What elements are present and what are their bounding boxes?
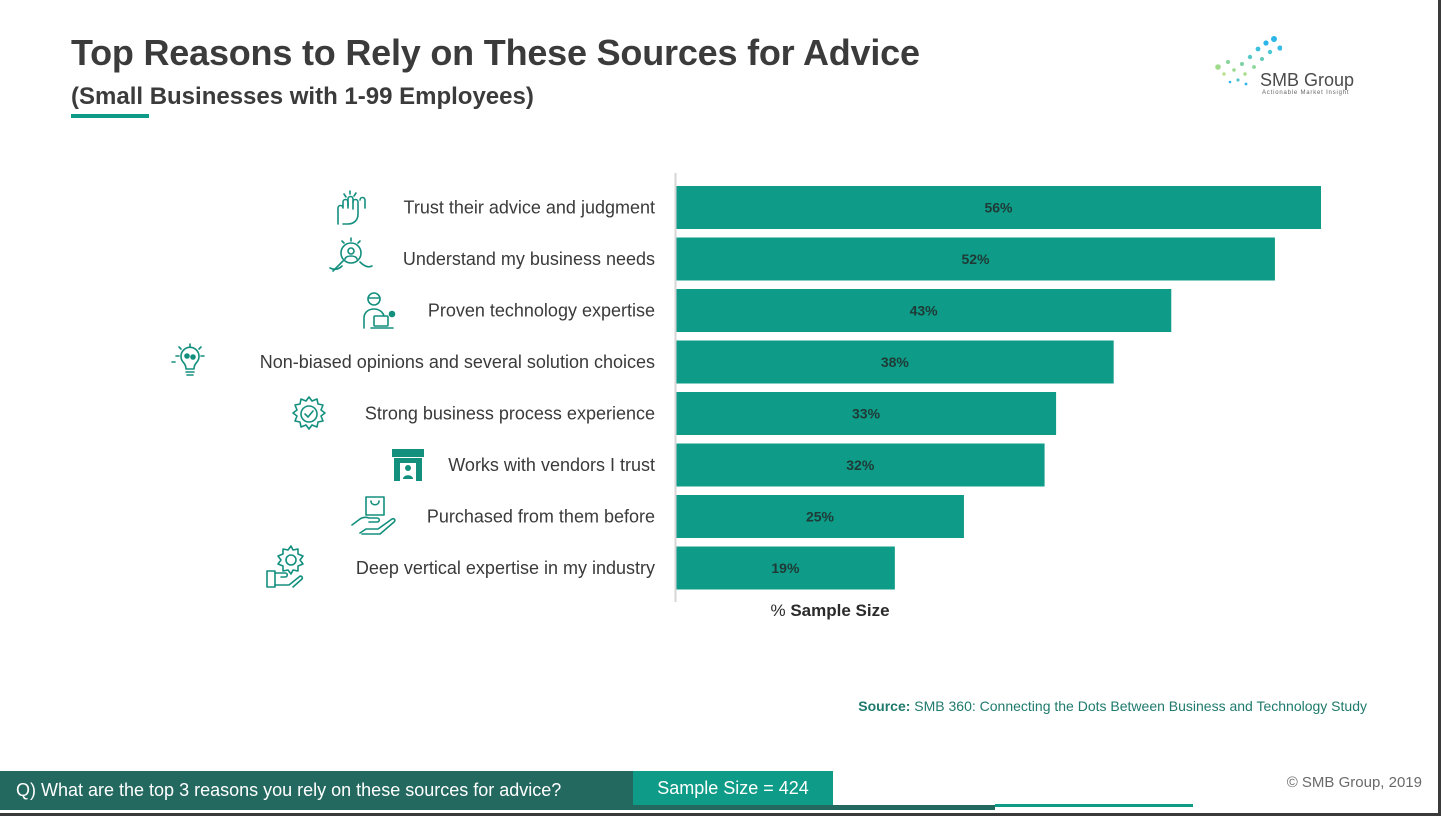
bar-value-label: 38%	[881, 354, 910, 370]
bar-1	[676, 186, 1321, 229]
category-label: Understand my business needs	[403, 249, 655, 269]
bottom-frame-edge	[0, 813, 1441, 816]
bar-chart: 56% Trust their advice and judgment 52% Und…	[171, 173, 1321, 602]
sample-size-banner: Sample Size = 424	[633, 771, 833, 805]
logo-name: SMB Group	[1260, 70, 1355, 90]
right-frame-edge	[1438, 0, 1441, 816]
bar-value-label: 52%	[961, 251, 990, 267]
dots-logo-icon	[1215, 36, 1282, 86]
high-five-icon	[337, 190, 366, 225]
bar-value-label: 33%	[852, 406, 881, 422]
bar-6	[676, 443, 1045, 487]
tech-expert-icon	[363, 292, 396, 329]
purchase-hand-icon	[351, 496, 396, 535]
page-subtitle: (Small Businesses with 1-99 Employees)	[71, 83, 534, 110]
bar-8	[676, 546, 895, 590]
bar-value-label: 19%	[771, 560, 800, 576]
source-note: Source: SMB 360: Connecting the Dots Bet…	[858, 698, 1367, 714]
category-label: Purchased from them before	[427, 507, 655, 527]
smb-group-logo: SMB Group Actionable Market Insight	[1212, 34, 1372, 104]
x-axis-label: % Sample Size	[770, 601, 890, 620]
question-text: Q) What are the top 3 reasons you rely o…	[16, 780, 562, 800]
bar-2	[676, 237, 1275, 281]
category-label: Proven technology expertise	[428, 301, 655, 321]
category-label: Trust their advice and judgment	[404, 198, 655, 218]
category-label: Works with vendors I trust	[448, 455, 655, 475]
category-label: Deep vertical expertise in my industry	[356, 558, 655, 578]
bar-value-label: 32%	[846, 457, 875, 473]
lightbulb-icon	[171, 343, 205, 376]
bar-5	[676, 392, 1057, 435]
business-needs-icon	[329, 237, 373, 272]
page-title: Top Reasons to Rely on These Sources for…	[71, 32, 920, 73]
bar-value-label: 56%	[984, 200, 1013, 216]
gear-hand-icon	[266, 545, 304, 588]
question-banner: Q) What are the top 3 reasons you rely o…	[0, 771, 633, 810]
footer-accent-line-dark	[633, 805, 995, 810]
bar-4	[676, 340, 1114, 384]
footer-accent-line-light	[995, 804, 1193, 807]
logo-tagline: Actionable Market Insight	[1262, 90, 1350, 96]
bars-layer: 56% Trust their advice and judgment 52% Und…	[260, 186, 1321, 590]
category-label: Non-biased opinions and several solution…	[260, 352, 655, 372]
sample-size-text: Sample Size = 424	[657, 777, 809, 798]
gear-check-icon	[292, 396, 326, 430]
category-label: Strong business process experience	[365, 404, 655, 424]
bar-value-label: 25%	[806, 509, 835, 525]
bar-7	[676, 495, 964, 538]
bar-3	[676, 289, 1172, 332]
subtitle-accent-line	[71, 114, 149, 118]
copyright-text: © SMB Group, 2019	[1286, 774, 1422, 791]
bar-value-label: 43%	[910, 303, 939, 319]
vendor-store-icon	[392, 449, 424, 481]
